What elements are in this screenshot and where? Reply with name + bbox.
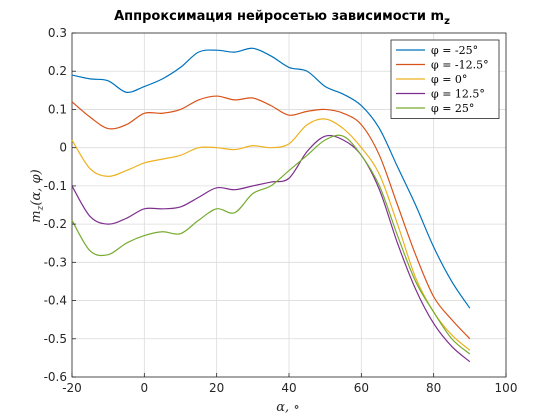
- chart-title: Аппроксимация нейросетью зависимости mz: [114, 9, 450, 27]
- y-axis-label: mz(α, φ): [29, 169, 46, 222]
- legend-entry: φ = -12.5°: [431, 59, 489, 72]
- series-line-1: [71, 47, 471, 309]
- x-tick-label: 0: [141, 381, 149, 395]
- series-line-4: [71, 134, 471, 363]
- legend-entry: φ = 25°: [431, 102, 474, 115]
- x-tick-label: 80: [426, 381, 441, 395]
- x-tick-label: 40: [281, 381, 296, 395]
- x-tick-label: 20: [209, 381, 224, 395]
- legend-entry: φ = 0°: [431, 73, 467, 86]
- series-layer: [71, 47, 471, 363]
- y-tick-label: -0.6: [44, 370, 67, 384]
- legend: φ = -25° φ = -12.5°φ = 0° φ = 12.5°φ = 25°: [390, 39, 500, 119]
- y-tick-label: -0.1: [44, 179, 67, 193]
- y-tick-label: -0.4: [44, 294, 67, 308]
- y-tick-label: -0.3: [44, 255, 67, 269]
- legend-entry: φ = 12.5°: [431, 88, 485, 101]
- y-tick-label: -0.2: [44, 217, 67, 231]
- series-line-5: [71, 134, 471, 355]
- series-line-2: [71, 95, 471, 340]
- x-tick-label: 60: [354, 381, 369, 395]
- legend-entry: φ = -25°: [431, 44, 478, 57]
- y-tick-label: 0.3: [48, 26, 67, 40]
- y-tick-label: 0.2: [48, 64, 67, 78]
- x-tick-label: 100: [495, 381, 518, 395]
- y-tick-label: 0.1: [48, 102, 67, 116]
- x-tick-label: -20: [62, 381, 82, 395]
- series-line-3: [71, 118, 471, 351]
- x-axis-label: α, ∘: [276, 400, 299, 415]
- ticks: -20 0 20 40 60 80 100 -0.6 -0.5 -0.4 -0.3 -0.2 -0.1 0…: [44, 26, 518, 395]
- y-tick-label: 0: [59, 141, 67, 155]
- y-tick-label: -0.5: [44, 332, 67, 346]
